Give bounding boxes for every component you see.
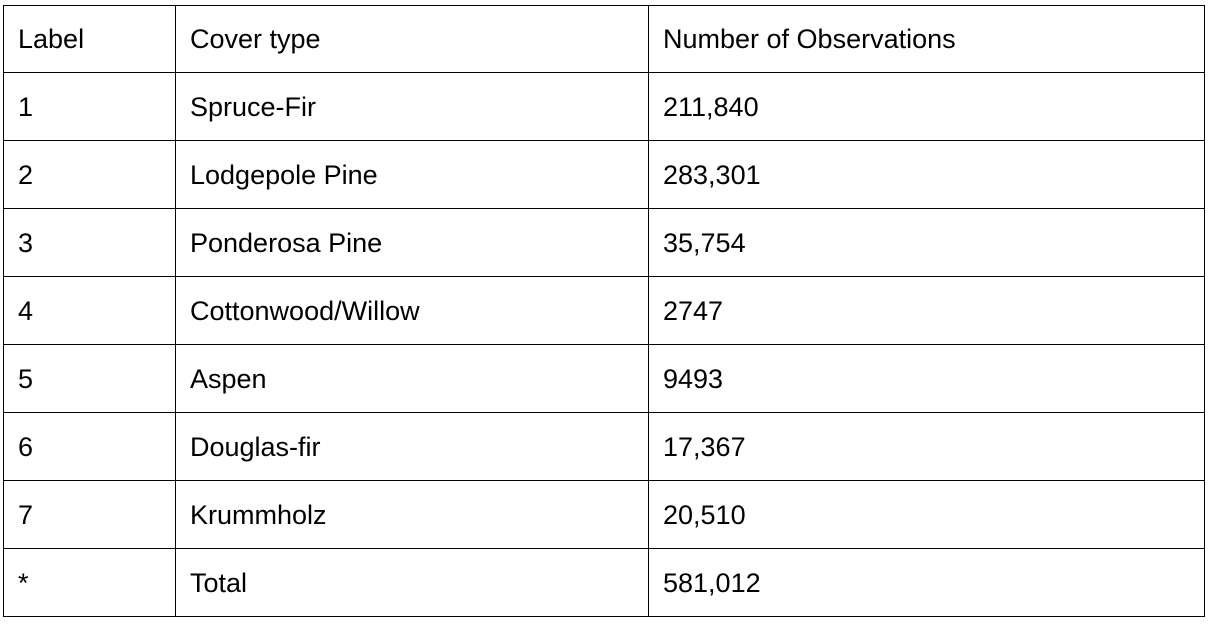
row-label: 3	[3, 208, 176, 277]
header-cover-type: Cover type	[175, 5, 649, 73]
table-row: 3 Ponderosa Pine 35,754	[3, 208, 1205, 277]
row-cover-type: Spruce-Fir	[175, 72, 649, 141]
table-row: 4 Cottonwood/Willow 2747	[3, 276, 1205, 345]
table-total-row: * Total 581,012	[3, 548, 1205, 617]
row-observations: 2747	[648, 276, 1205, 345]
row-label: 2	[3, 140, 176, 209]
table-row: 2 Lodgepole Pine 283,301	[3, 140, 1205, 209]
row-observations: 9493	[648, 344, 1205, 413]
table-row: 7 Krummholz 20,510	[3, 480, 1205, 549]
row-label: 6	[3, 412, 176, 481]
header-number-of-observations: Number of Observations	[648, 5, 1205, 73]
row-label: 7	[3, 480, 176, 549]
total-label-asterisk: *	[3, 548, 176, 617]
row-cover-type: Douglas-fir	[175, 412, 649, 481]
total-cover-type: Total	[175, 548, 649, 617]
row-observations: 20,510	[648, 480, 1205, 549]
row-cover-type: Cottonwood/Willow	[175, 276, 649, 345]
row-observations: 283,301	[648, 140, 1205, 209]
header-label: Label	[3, 5, 176, 73]
table-row: 6 Douglas-fir 17,367	[3, 412, 1205, 481]
row-label: 1	[3, 72, 176, 141]
row-observations: 35,754	[648, 208, 1205, 277]
row-cover-type: Krummholz	[175, 480, 649, 549]
cover-type-table: Label Cover type Number of Observations …	[3, 5, 1205, 617]
total-observations: 581,012	[648, 548, 1205, 617]
table-row: 5 Aspen 9493	[3, 344, 1205, 413]
row-observations: 211,840	[648, 72, 1205, 141]
row-observations: 17,367	[648, 412, 1205, 481]
row-cover-type: Aspen	[175, 344, 649, 413]
table-header-row: Label Cover type Number of Observations	[3, 5, 1205, 73]
row-cover-type: Lodgepole Pine	[175, 140, 649, 209]
table-row: 1 Spruce-Fir 211,840	[3, 72, 1205, 141]
row-label: 5	[3, 344, 176, 413]
row-label: 4	[3, 276, 176, 345]
row-cover-type: Ponderosa Pine	[175, 208, 649, 277]
